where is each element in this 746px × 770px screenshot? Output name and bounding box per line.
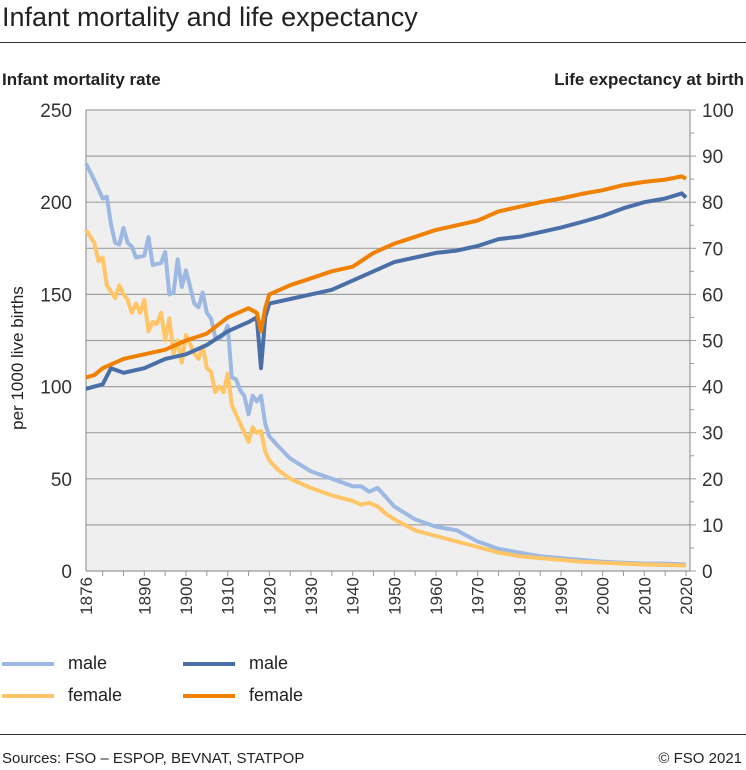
x-tick-label: 2010 <box>635 577 654 615</box>
series-line-im_male <box>84 162 687 567</box>
footer-divider <box>0 734 746 735</box>
title-divider <box>0 42 746 43</box>
right-tick-label: 100 <box>702 101 734 122</box>
legend-label-im-female: female <box>68 685 123 705</box>
x-tick-label: 1940 <box>344 577 363 615</box>
legend-swatch-le-female <box>183 694 235 698</box>
left-tick-label: 150 <box>40 285 72 306</box>
right-tick-label: 30 <box>702 424 723 445</box>
series-line-im_female <box>84 228 687 568</box>
x-tick-label: 1900 <box>177 577 196 615</box>
legend-label-le-female: female <box>249 685 304 705</box>
right-tick-label: 10 <box>702 516 723 537</box>
sources-text: Sources: FSO – ESPOP, BEVNAT, STATPOP <box>2 750 305 767</box>
chart-plot: 0 50 100 150 200 250 0 10 20 30 40 50 60 70 80 90 100 187… <box>40 101 734 615</box>
x-tick-label: 1960 <box>427 577 446 615</box>
right-tick-label: 20 <box>702 470 723 491</box>
right-tick-label: 50 <box>702 332 723 353</box>
x-tick-label: 1970 <box>469 577 488 615</box>
x-tick-label: 1910 <box>219 577 238 615</box>
left-axis-title: Infant mortality rate <box>2 70 161 89</box>
legend-swatch-le-male <box>183 662 235 666</box>
series-line-le_male <box>85 191 688 391</box>
left-tick-label: 250 <box>40 101 72 122</box>
x-tick-label: 1920 <box>260 577 279 615</box>
legend-label-im-male: male <box>68 653 108 673</box>
series-line-le_female <box>85 174 687 380</box>
copyright-text: © FSO 2021 <box>658 750 742 767</box>
x-tick-label: 2020 <box>677 577 696 615</box>
x-tick-label: 1930 <box>302 577 321 615</box>
left-tick-label: 0 <box>61 562 72 583</box>
right-tick-label: 80 <box>702 193 723 214</box>
left-tick-label: 50 <box>51 470 72 491</box>
right-tick-label: 70 <box>702 239 723 260</box>
left-tick-label: 100 <box>40 378 72 399</box>
x-tick-label: 2000 <box>594 577 613 615</box>
x-tick-label: 1876 <box>77 577 96 615</box>
x-tick-label: 1980 <box>510 577 529 615</box>
legend-swatch-im-female <box>2 694 54 698</box>
right-tick-label: 0 <box>702 562 713 583</box>
legend-swatch-im-male <box>2 662 54 666</box>
x-tick-label: 1990 <box>552 577 571 615</box>
x-tick-label: 1950 <box>385 577 404 615</box>
left-tick-label: 200 <box>40 193 72 214</box>
right-tick-label: 90 <box>702 147 723 168</box>
right-tick-label: 60 <box>702 285 723 306</box>
chart-title: Infant mortality and life expectancy <box>2 2 418 32</box>
x-tick-label: 1890 <box>135 577 154 615</box>
right-tick-label: 40 <box>702 378 723 399</box>
legend-label-le-male: male <box>249 653 289 673</box>
right-axis-title: Life expectancy at birth <box>554 70 744 89</box>
